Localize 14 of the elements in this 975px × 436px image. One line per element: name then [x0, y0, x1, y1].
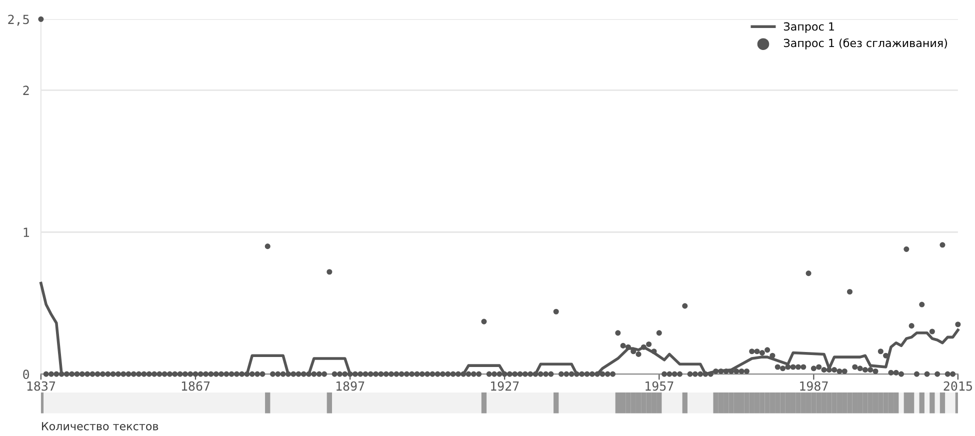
text: Количество текстов [42, 422, 158, 430]
y-tick-label: 1 [24, 228, 29, 237]
x-tick-label: 1867 [182, 381, 210, 391]
y-tick-label: 2 [23, 86, 29, 95]
x-tick-label: 1897 [336, 381, 364, 391]
y-tick-label: 2,5 [8, 14, 29, 26]
x-tick-label: 2015 [944, 381, 972, 391]
legend-label: Запрос 1 [784, 22, 834, 33]
y-tick-label: 0 [23, 370, 30, 380]
x-tick-label: 1927 [491, 381, 519, 391]
x-tick-label: 1987 [800, 381, 828, 391]
x-tick-label: 1957 [646, 381, 674, 391]
x-tick-label: 1837 [27, 381, 56, 391]
legend-label: Запрос 1 (без сглаживания) [784, 38, 947, 50]
